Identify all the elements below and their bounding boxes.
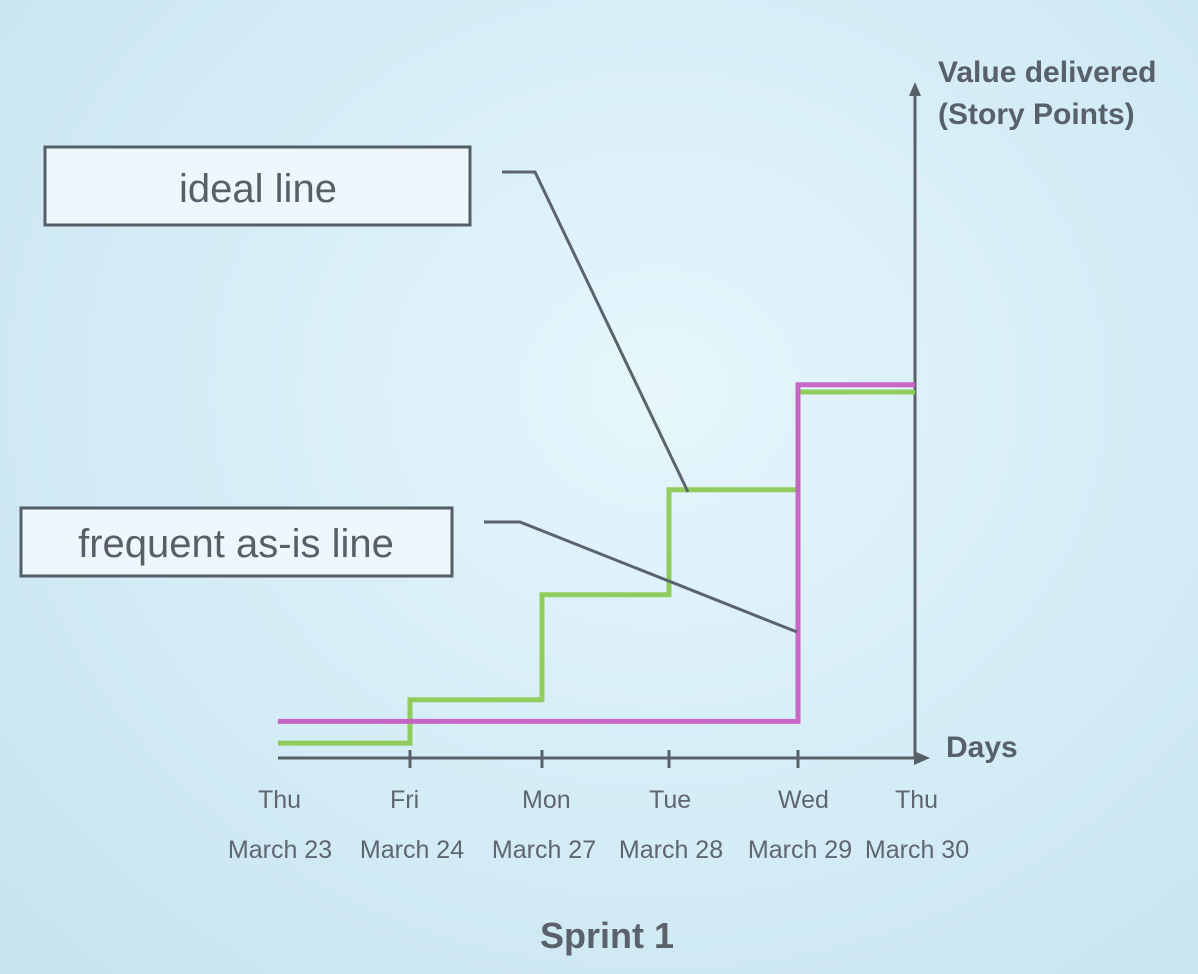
x-tick-label-date: March 23 [228, 836, 332, 864]
point-frequent-as-is-line [277, 720, 279, 722]
point-frequent-as-is-line [541, 720, 543, 722]
ideal-line-callout-label: ideal line [179, 167, 337, 211]
point-frequent-as-is-line [668, 720, 670, 722]
y-axis-title-line2: (Story Points) [938, 98, 1135, 131]
x-axis-arrow [914, 751, 930, 765]
series-layer [277, 382, 916, 746]
as-is-line-callout-label: frequent as-is line [78, 522, 394, 566]
x-tick-label-date: March 28 [619, 836, 723, 864]
chart-title: Sprint 1 [540, 915, 674, 956]
x-axis-title: Days [946, 731, 1018, 764]
point-ideal-line [277, 742, 279, 744]
x-tick-label-day: Wed [778, 786, 829, 814]
point-ideal-line [409, 699, 411, 701]
point-ideal-line [541, 594, 543, 596]
x-ticks: Thu March 23 Fri March 24 Mon March 27 Tue Marc… [228, 750, 969, 864]
x-tick-label-date: March 24 [360, 836, 464, 864]
y-axis-title-line1: Value delivered [938, 56, 1156, 89]
x-tick-label-day: Fri [390, 786, 419, 814]
point-frequent-as-is-line [797, 384, 799, 386]
point-frequent-as-is-line [914, 384, 916, 386]
point-ideal-line [914, 391, 916, 393]
as-is-line-callout-box [19, 506, 454, 578]
point-frequent-as-is-line [409, 720, 411, 722]
x-tick-label-day: Tue [649, 786, 691, 814]
ideal-line-callout-pointer [502, 170, 690, 493]
x-tick-label-day: Thu [895, 786, 938, 814]
x-tick-label-date: March 27 [492, 836, 596, 864]
x-tick-label-day: Mon [522, 786, 571, 814]
x-tick-label-day: Thu [258, 786, 301, 814]
x-tick-label-date: March 30 [865, 836, 969, 864]
point-ideal-line [668, 489, 670, 491]
as-is-line-callout-pointer [484, 520, 798, 634]
y-axis-arrow [909, 82, 921, 96]
ideal-line-callout-box [43, 145, 472, 227]
x-tick-label-date: March 29 [748, 836, 852, 864]
